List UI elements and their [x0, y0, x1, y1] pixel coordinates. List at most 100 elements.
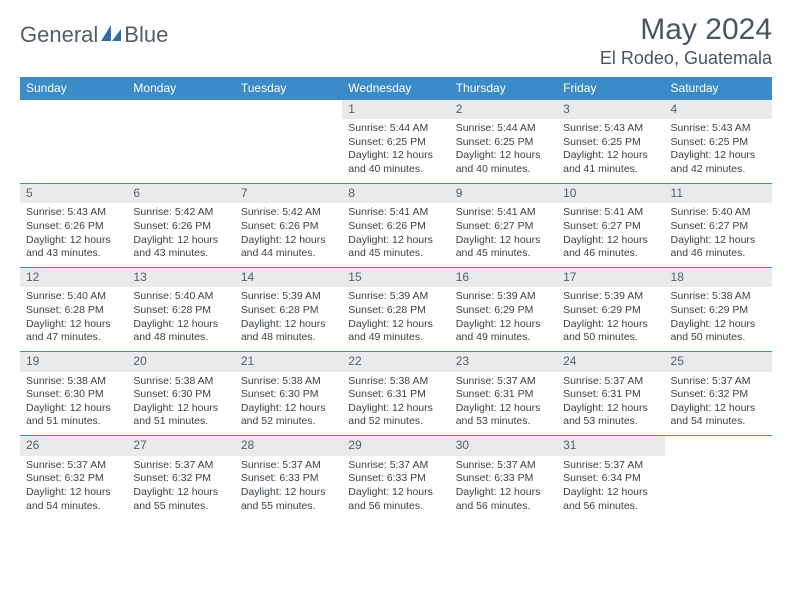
day-details: Sunrise: 5:44 AMSunset: 6:25 PMDaylight:…	[342, 119, 449, 183]
day-cell: 1Sunrise: 5:44 AMSunset: 6:25 PMDaylight…	[342, 99, 449, 183]
day-details: Sunrise: 5:39 AMSunset: 6:28 PMDaylight:…	[235, 287, 342, 351]
day-details: Sunrise: 5:37 AMSunset: 6:32 PMDaylight:…	[665, 372, 772, 436]
day-details: Sunrise: 5:43 AMSunset: 6:25 PMDaylight:…	[665, 119, 772, 183]
day-details: Sunrise: 5:42 AMSunset: 6:26 PMDaylight:…	[235, 203, 342, 267]
logo-text-general: General	[20, 22, 98, 48]
calendar-row: 5Sunrise: 5:43 AMSunset: 6:26 PMDaylight…	[20, 183, 772, 267]
day-cell: 25Sunrise: 5:37 AMSunset: 6:32 PMDayligh…	[665, 351, 772, 435]
day-number: 30	[450, 436, 557, 456]
day-cell: 19Sunrise: 5:38 AMSunset: 6:30 PMDayligh…	[20, 351, 127, 435]
calendar: SundayMondayTuesdayWednesdayThursdayFrid…	[20, 77, 772, 520]
day-header: Tuesday	[235, 77, 342, 100]
day-cell: 13Sunrise: 5:40 AMSunset: 6:28 PMDayligh…	[127, 267, 234, 351]
day-cell: 6Sunrise: 5:42 AMSunset: 6:26 PMDaylight…	[127, 183, 234, 267]
day-details: Sunrise: 5:37 AMSunset: 6:32 PMDaylight:…	[127, 456, 234, 520]
day-cell: 18Sunrise: 5:38 AMSunset: 6:29 PMDayligh…	[665, 267, 772, 351]
day-cell: 29Sunrise: 5:37 AMSunset: 6:33 PMDayligh…	[342, 436, 449, 520]
day-cell: 5Sunrise: 5:43 AMSunset: 6:26 PMDaylight…	[20, 183, 127, 267]
day-number: 14	[235, 268, 342, 288]
day-cell: 12Sunrise: 5:40 AMSunset: 6:28 PMDayligh…	[20, 267, 127, 351]
day-number: 19	[20, 352, 127, 372]
day-number: 28	[235, 436, 342, 456]
logo-text-blue: Blue	[124, 22, 168, 48]
month-title: May 2024	[600, 14, 772, 46]
day-cell: 16Sunrise: 5:39 AMSunset: 6:29 PMDayligh…	[450, 267, 557, 351]
day-details: Sunrise: 5:39 AMSunset: 6:29 PMDaylight:…	[557, 287, 664, 351]
day-number: 9	[450, 184, 557, 204]
day-header-row: SundayMondayTuesdayWednesdayThursdayFrid…	[20, 77, 772, 100]
day-number: 10	[557, 184, 664, 204]
day-details: Sunrise: 5:40 AMSunset: 6:27 PMDaylight:…	[665, 203, 772, 267]
day-details: Sunrise: 5:38 AMSunset: 6:30 PMDaylight:…	[20, 372, 127, 436]
day-number: 27	[127, 436, 234, 456]
day-number: 29	[342, 436, 449, 456]
day-details: Sunrise: 5:38 AMSunset: 6:30 PMDaylight:…	[235, 372, 342, 436]
day-number: 16	[450, 268, 557, 288]
calendar-body: 1Sunrise: 5:44 AMSunset: 6:25 PMDaylight…	[20, 99, 772, 519]
day-details: Sunrise: 5:38 AMSunset: 6:29 PMDaylight:…	[665, 287, 772, 351]
day-cell: 10Sunrise: 5:41 AMSunset: 6:27 PMDayligh…	[557, 183, 664, 267]
day-number: 26	[20, 436, 127, 456]
day-details: Sunrise: 5:43 AMSunset: 6:26 PMDaylight:…	[20, 203, 127, 267]
day-number: 18	[665, 268, 772, 288]
day-cell: 28Sunrise: 5:37 AMSunset: 6:33 PMDayligh…	[235, 436, 342, 520]
day-header: Wednesday	[342, 77, 449, 100]
day-cell: 20Sunrise: 5:38 AMSunset: 6:30 PMDayligh…	[127, 351, 234, 435]
logo-sail-icon	[100, 24, 122, 47]
day-number: 4	[665, 100, 772, 120]
day-cell: 11Sunrise: 5:40 AMSunset: 6:27 PMDayligh…	[665, 183, 772, 267]
day-number: 2	[450, 100, 557, 120]
day-cell: 27Sunrise: 5:37 AMSunset: 6:32 PMDayligh…	[127, 436, 234, 520]
day-header: Friday	[557, 77, 664, 100]
calendar-row: 26Sunrise: 5:37 AMSunset: 6:32 PMDayligh…	[20, 436, 772, 520]
day-details: Sunrise: 5:37 AMSunset: 6:34 PMDaylight:…	[557, 456, 664, 520]
day-details: Sunrise: 5:44 AMSunset: 6:25 PMDaylight:…	[450, 119, 557, 183]
day-number: 24	[557, 352, 664, 372]
day-number: 12	[20, 268, 127, 288]
location: El Rodeo, Guatemala	[600, 48, 772, 69]
empty-cell	[127, 99, 234, 183]
day-details: Sunrise: 5:37 AMSunset: 6:31 PMDaylight:…	[557, 372, 664, 436]
day-number: 25	[665, 352, 772, 372]
day-cell: 9Sunrise: 5:41 AMSunset: 6:27 PMDaylight…	[450, 183, 557, 267]
day-cell: 31Sunrise: 5:37 AMSunset: 6:34 PMDayligh…	[557, 436, 664, 520]
day-number: 5	[20, 184, 127, 204]
day-number: 15	[342, 268, 449, 288]
day-header: Monday	[127, 77, 234, 100]
day-details: Sunrise: 5:39 AMSunset: 6:28 PMDaylight:…	[342, 287, 449, 351]
day-details: Sunrise: 5:39 AMSunset: 6:29 PMDaylight:…	[450, 287, 557, 351]
empty-cell	[665, 436, 772, 520]
day-details: Sunrise: 5:38 AMSunset: 6:31 PMDaylight:…	[342, 372, 449, 436]
day-number: 22	[342, 352, 449, 372]
calendar-row: 19Sunrise: 5:38 AMSunset: 6:30 PMDayligh…	[20, 351, 772, 435]
day-cell: 2Sunrise: 5:44 AMSunset: 6:25 PMDaylight…	[450, 99, 557, 183]
day-cell: 23Sunrise: 5:37 AMSunset: 6:31 PMDayligh…	[450, 351, 557, 435]
day-number: 11	[665, 184, 772, 204]
day-number: 17	[557, 268, 664, 288]
day-cell: 8Sunrise: 5:41 AMSunset: 6:26 PMDaylight…	[342, 183, 449, 267]
day-details: Sunrise: 5:37 AMSunset: 6:33 PMDaylight:…	[450, 456, 557, 520]
day-details: Sunrise: 5:37 AMSunset: 6:33 PMDaylight:…	[235, 456, 342, 520]
day-details: Sunrise: 5:40 AMSunset: 6:28 PMDaylight:…	[20, 287, 127, 351]
day-cell: 21Sunrise: 5:38 AMSunset: 6:30 PMDayligh…	[235, 351, 342, 435]
day-number: 1	[342, 100, 449, 120]
day-cell: 22Sunrise: 5:38 AMSunset: 6:31 PMDayligh…	[342, 351, 449, 435]
day-number: 31	[557, 436, 664, 456]
day-details: Sunrise: 5:37 AMSunset: 6:32 PMDaylight:…	[20, 456, 127, 520]
day-details: Sunrise: 5:38 AMSunset: 6:30 PMDaylight:…	[127, 372, 234, 436]
day-details: Sunrise: 5:37 AMSunset: 6:31 PMDaylight:…	[450, 372, 557, 436]
day-cell: 17Sunrise: 5:39 AMSunset: 6:29 PMDayligh…	[557, 267, 664, 351]
header: General Blue May 2024 El Rodeo, Guatemal…	[20, 14, 772, 69]
day-number: 21	[235, 352, 342, 372]
day-details: Sunrise: 5:40 AMSunset: 6:28 PMDaylight:…	[127, 287, 234, 351]
day-number: 6	[127, 184, 234, 204]
day-cell: 14Sunrise: 5:39 AMSunset: 6:28 PMDayligh…	[235, 267, 342, 351]
calendar-row: 1Sunrise: 5:44 AMSunset: 6:25 PMDaylight…	[20, 99, 772, 183]
day-details: Sunrise: 5:41 AMSunset: 6:27 PMDaylight:…	[450, 203, 557, 267]
day-header: Saturday	[665, 77, 772, 100]
day-details: Sunrise: 5:41 AMSunset: 6:27 PMDaylight:…	[557, 203, 664, 267]
day-cell: 26Sunrise: 5:37 AMSunset: 6:32 PMDayligh…	[20, 436, 127, 520]
day-details: Sunrise: 5:42 AMSunset: 6:26 PMDaylight:…	[127, 203, 234, 267]
day-cell: 30Sunrise: 5:37 AMSunset: 6:33 PMDayligh…	[450, 436, 557, 520]
day-cell: 4Sunrise: 5:43 AMSunset: 6:25 PMDaylight…	[665, 99, 772, 183]
